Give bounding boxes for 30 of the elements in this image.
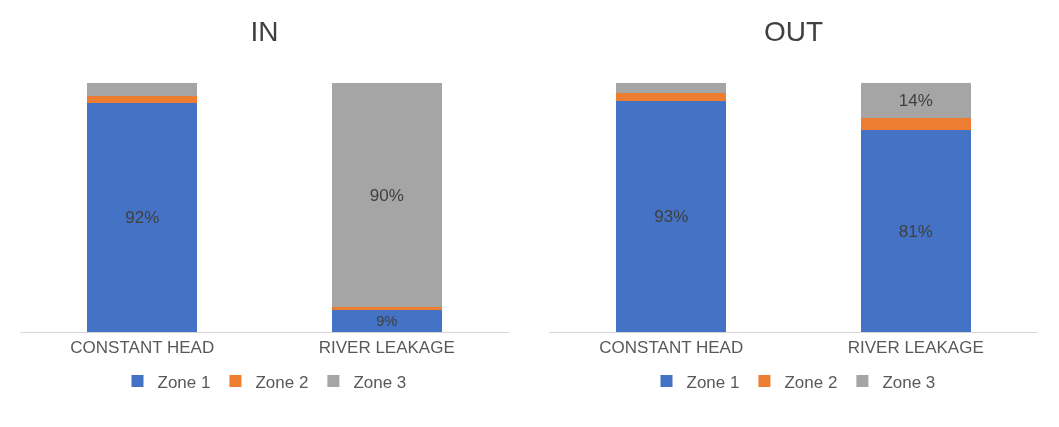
bar xyxy=(87,95,198,104)
data-label: 81% xyxy=(898,221,933,241)
bar xyxy=(616,93,727,101)
bar xyxy=(331,309,442,332)
bar xyxy=(860,130,971,332)
legend-label: Zone 1 xyxy=(157,372,211,392)
x-tick-label: CONSTANT HEAD xyxy=(70,338,215,358)
bar xyxy=(87,83,198,96)
bar xyxy=(331,83,442,308)
bar xyxy=(331,307,442,310)
data-label: 93% xyxy=(654,206,689,226)
bar xyxy=(616,83,727,94)
legend-label: Zone 1 xyxy=(686,372,740,392)
data-label: 92% xyxy=(125,208,160,228)
bar xyxy=(860,117,971,131)
data-label: 14% xyxy=(898,91,933,111)
bar xyxy=(616,100,727,332)
legend-label: Zone 2 xyxy=(784,372,838,392)
legend-label: Zone 3 xyxy=(353,372,407,392)
bar xyxy=(860,83,971,118)
x-tick-label: CONSTANT HEAD xyxy=(599,338,744,358)
data-label: 9% xyxy=(376,312,398,329)
data-label: 90% xyxy=(369,185,404,205)
chart-title: IN xyxy=(250,15,279,47)
chart-title: OUT xyxy=(763,15,824,47)
legend-label: Zone 3 xyxy=(882,372,936,392)
x-tick-label: RIVER LEAKAGE xyxy=(318,338,455,358)
legend-label: Zone 2 xyxy=(255,372,309,392)
x-tick-label: RIVER LEAKAGE xyxy=(847,338,984,358)
bar xyxy=(87,103,198,332)
